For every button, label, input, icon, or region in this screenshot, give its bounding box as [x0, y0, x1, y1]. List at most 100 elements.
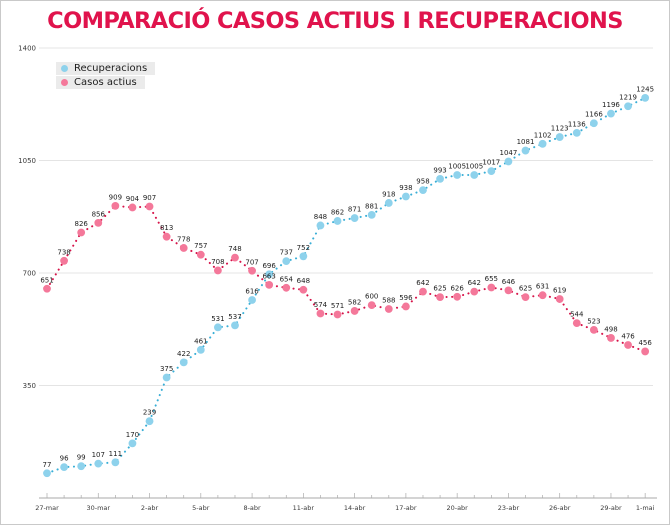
data-point-label: 654: [280, 275, 294, 283]
data-point-label: 96: [60, 455, 69, 463]
data-point-label: 626: [450, 284, 464, 292]
data-point-label: 1196: [602, 101, 620, 109]
data-point-casos-actius: [401, 302, 410, 311]
data-point-recuperacions: [436, 174, 444, 183]
data-point-label: 111: [109, 450, 122, 458]
data-point-casos-actius: [282, 283, 291, 292]
data-point-label: 907: [143, 194, 156, 202]
data-point-casos-actius: [419, 287, 427, 296]
data-point-recuperacions: [128, 439, 137, 448]
x-axis-tick-label: 17-abr: [395, 504, 417, 512]
data-point-label: 642: [468, 279, 481, 287]
data-point-label: 1005: [465, 162, 483, 170]
legend-item-recuperacions[interactable]: Recuperacions: [56, 62, 156, 75]
data-point-label: 456: [638, 339, 652, 347]
y-axis-tick-label: 1400: [18, 45, 36, 53]
data-point-label: 696: [262, 262, 276, 270]
data-point-label: 655: [485, 275, 498, 283]
data-point-label: 537: [228, 313, 241, 321]
data-point-recuperacions: [333, 217, 342, 225]
data-point-label: 757: [194, 242, 207, 250]
x-axis-tick-label: 2-abr: [141, 504, 159, 512]
data-point-label: 1123: [551, 125, 569, 133]
data-point-recuperacions: [214, 323, 222, 332]
data-point-recuperacions: [453, 171, 462, 179]
data-point-label: 862: [331, 208, 344, 216]
data-point-label: 631: [536, 283, 549, 291]
data-point-label: 239: [143, 409, 156, 417]
data-point-recuperacions: [299, 252, 308, 261]
data-point-recuperacions: [555, 133, 564, 141]
data-point-label: 918: [382, 190, 395, 198]
x-axis-tick-label: 29-abr: [600, 504, 622, 512]
data-point-casos-actius: [94, 218, 103, 227]
data-point-casos-actius: [299, 285, 308, 294]
x-axis-tick-label: 27-mar: [35, 504, 59, 512]
x-axis-tick-label: 26-abr: [549, 504, 571, 512]
data-point-recuperacions: [607, 109, 615, 118]
data-point-recuperacions: [248, 296, 256, 304]
data-point-label: 476: [621, 333, 635, 341]
data-point-casos-actius: [555, 295, 564, 303]
data-point-recuperacions: [521, 146, 530, 155]
data-point-label: 1102: [534, 131, 552, 139]
x-axis-tick-label: 20-abr: [446, 504, 468, 512]
x-axis-tick-label: 30-mar: [86, 504, 110, 512]
x-axis-tick-label: 14-abr: [344, 504, 366, 512]
data-point-label: 752: [297, 244, 310, 252]
data-point-recuperacions: [419, 186, 427, 194]
data-point-label: 707: [245, 258, 258, 266]
data-point-casos-actius: [214, 266, 222, 275]
data-point-label: 904: [126, 195, 140, 203]
data-point-label: 1245: [636, 85, 654, 93]
data-point-casos-actius: [162, 232, 171, 241]
data-point-label: 375: [160, 365, 173, 373]
data-point-casos-actius: [589, 326, 598, 334]
data-point-label: 422: [177, 350, 190, 358]
data-point-recuperacions: [350, 214, 359, 222]
data-point-label: 1047: [500, 149, 518, 157]
data-point-label: 1017: [482, 159, 500, 167]
legend: Recuperacions Casos actius: [56, 62, 156, 90]
data-point-label: 1219: [619, 94, 637, 102]
data-point-recuperacions: [145, 417, 154, 426]
data-point-recuperacions: [641, 93, 650, 102]
data-point-label: 498: [604, 325, 617, 333]
legend-item-casos-actius[interactable]: Casos actius: [56, 76, 145, 89]
y-axis-tick-label: 350: [23, 382, 36, 390]
data-point-label: 170: [126, 431, 139, 439]
data-point-label: 619: [553, 287, 566, 295]
data-point-label: 938: [399, 184, 412, 192]
data-point-label: 648: [297, 277, 310, 285]
data-point-casos-actius: [367, 301, 376, 310]
x-axis-tick-label: 5-abr: [192, 504, 210, 512]
recuperacions-dot-icon: [61, 65, 68, 72]
data-point-recuperacions: [589, 119, 598, 128]
data-point-label: 993: [433, 166, 446, 174]
data-point-label: 596: [399, 294, 413, 302]
data-point-label: 99: [77, 454, 86, 462]
data-point-recuperacions: [384, 199, 393, 207]
data-point-label: 531: [211, 315, 224, 323]
data-point-label: 813: [160, 224, 173, 232]
data-point-recuperacions: [401, 192, 410, 201]
data-point-label: 871: [348, 206, 361, 214]
data-point-casos-actius: [111, 201, 120, 210]
data-point-casos-actius: [231, 253, 239, 262]
data-point-label: 107: [92, 451, 105, 459]
data-point-recuperacions: [572, 128, 581, 137]
data-point-casos-actius: [487, 283, 496, 292]
x-axis-tick-label: 1-mai: [636, 504, 655, 512]
data-point-label: 848: [314, 213, 327, 221]
data-point-label: 1136: [568, 120, 586, 128]
data-point-label: 523: [587, 317, 600, 325]
data-point-label: 778: [177, 235, 190, 243]
data-point-casos-actius: [384, 305, 393, 313]
data-point-recuperacions: [367, 210, 376, 219]
data-point-label: 582: [348, 298, 361, 306]
data-point-recuperacions: [43, 469, 51, 478]
data-point-label: 461: [194, 337, 207, 345]
data-point-casos-actius: [196, 250, 205, 259]
data-point-recuperacions: [282, 257, 291, 266]
data-point-label: 646: [502, 278, 516, 286]
